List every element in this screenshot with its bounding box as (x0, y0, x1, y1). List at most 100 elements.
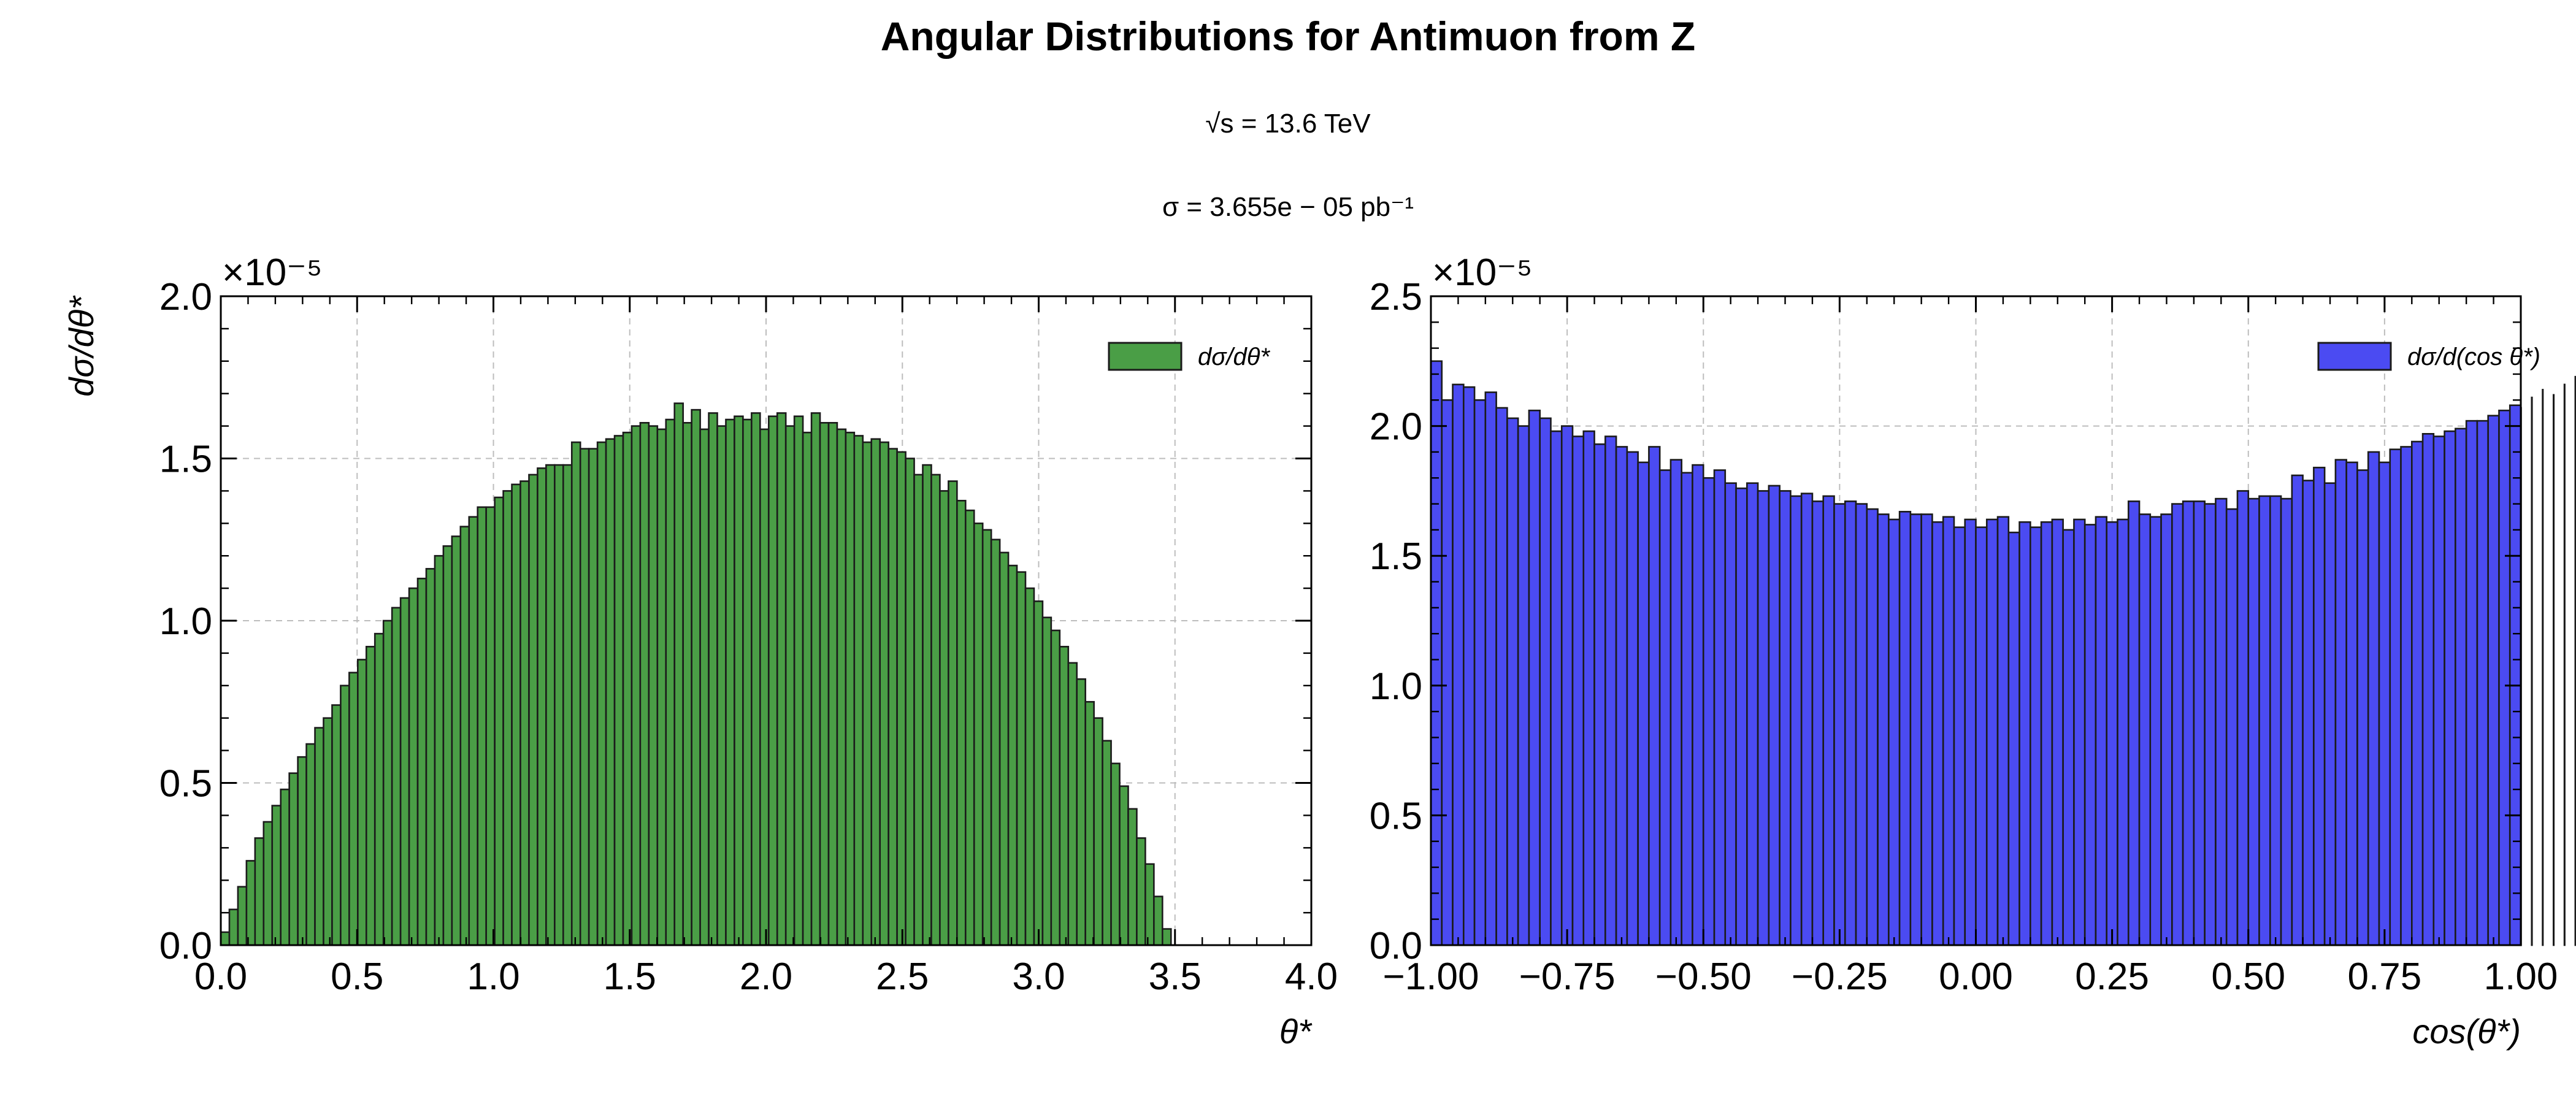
y-tick-label: 0.0 (1370, 925, 1422, 967)
histogram-bar (1768, 485, 1781, 946)
histogram-bar (922, 464, 932, 946)
histogram-bar (2171, 503, 2184, 946)
histogram-bar (1007, 564, 1018, 946)
x-tick-label: 0.00 (1939, 956, 2013, 998)
histogram-bar (1888, 518, 1901, 946)
histogram-bar (708, 412, 718, 946)
histogram-bar (964, 509, 975, 946)
histogram-bar (990, 539, 1001, 946)
y-tick-label: 0.5 (159, 763, 212, 805)
histogram-bar (2149, 516, 2162, 946)
histogram-bar (348, 672, 359, 946)
histogram-bar (930, 473, 941, 946)
histogram-bar (442, 545, 453, 946)
histogram-bar (2280, 497, 2293, 946)
histogram-bar (1898, 510, 1912, 946)
histogram-bar (845, 431, 856, 946)
histogram-bar (2247, 497, 2260, 946)
histogram-bar (1441, 399, 1454, 946)
histogram-bar (408, 587, 419, 946)
histogram-bar (2106, 521, 2118, 946)
x-tick-label: 1.00 (2484, 956, 2558, 998)
histogram-bar (2378, 461, 2391, 946)
histogram-bar (1724, 482, 1737, 946)
histogram-bar (340, 684, 350, 946)
histogram-bar (2138, 513, 2152, 946)
histogram-bar (784, 425, 795, 946)
histogram-bar (767, 415, 778, 946)
histogram-bar (511, 483, 521, 946)
histogram-bar (1506, 417, 1519, 946)
histogram-bar (1550, 430, 1563, 946)
histogram-bar (1033, 600, 1044, 946)
histogram-bar (1539, 417, 1552, 946)
histogram-bar (1050, 629, 1061, 946)
histogram-bar (1571, 435, 1585, 946)
right-histogram-panel: −1.00 −0.75 −0.50 −0.25 0.00 0.25 0.50 0.75 1.00… (1370, 251, 2576, 1051)
histogram-bar (1833, 503, 1846, 946)
x-tick-label: 0.50 (2211, 956, 2285, 998)
x-tick-label: 0.5 (331, 956, 383, 998)
histogram-bar (314, 727, 324, 946)
left-histogram-panel: 0.0 0.5 1.0 1.5 2.0 2.5 3.0 3.5 4.0 0.0 0.5 1.0 1.5 2… (62, 251, 1338, 1051)
histogram-bar (1669, 459, 1683, 946)
histogram-bar (2127, 500, 2141, 946)
histogram-bar (896, 451, 907, 946)
y-tick-label: 2.5 (1370, 276, 1422, 318)
histogram-bar (725, 418, 735, 946)
histogram-bar (956, 499, 967, 946)
histogram-bar (1746, 482, 1759, 946)
histogram-bar (382, 619, 393, 946)
histogram-bar (357, 659, 367, 946)
histogram-bar (2040, 521, 2053, 946)
histogram-bar (245, 860, 256, 946)
histogram-bar (297, 756, 307, 946)
histogram-bar (1041, 616, 1052, 946)
histogram-bar (656, 428, 667, 946)
histogram-bar (2334, 459, 2347, 946)
histogram-bar (1127, 808, 1138, 946)
histogram-bar (537, 467, 547, 946)
histogram-bar (459, 526, 470, 946)
histogram-bar (870, 438, 881, 946)
y-tick-label: 2.0 (159, 276, 212, 318)
histogram-bar (613, 435, 624, 946)
histogram-bar (862, 441, 873, 946)
histogram-bar (742, 418, 753, 946)
histogram-bar (2302, 480, 2315, 946)
histogram-bar (323, 717, 333, 946)
histogram-bar (2432, 435, 2445, 946)
x-tick-label: 0.0 (194, 956, 247, 998)
histogram-bar (1604, 435, 1617, 946)
histogram-bar (2117, 518, 2129, 946)
histogram-bar (2291, 474, 2304, 946)
histogram-bar (485, 506, 496, 946)
histogram-bar (1136, 837, 1146, 946)
histogram-bar (220, 931, 231, 946)
histogram-bar (1931, 521, 1944, 946)
histogram-bar (2051, 518, 2064, 946)
histogram-bar (2073, 518, 2086, 946)
histogram-bar (1692, 464, 1704, 946)
histogram-bar (280, 788, 290, 946)
histogram-bar (1757, 490, 1770, 946)
x-tick-label: 1.0 (467, 956, 519, 998)
histogram-bar (477, 506, 487, 946)
histogram-bar (1560, 425, 1574, 946)
histogram-bar (1735, 487, 1748, 946)
histogram-bar (1996, 516, 2010, 946)
histogram-bar (1681, 472, 1693, 946)
histogram-bar (1593, 443, 1606, 946)
histogram-bar (648, 425, 659, 946)
histogram-bar (399, 597, 410, 946)
x-tick-label: 0.25 (2075, 956, 2149, 998)
histogram-bar (673, 402, 684, 946)
histogram-bar (2193, 500, 2206, 946)
histogram-bar (596, 441, 607, 946)
histogram-bar (1985, 518, 1999, 946)
histogram-bar (1637, 461, 1650, 946)
histogram-bar (999, 551, 1010, 946)
y-tick-label: 1.5 (1370, 535, 1422, 578)
y-axis-multiplier: ×10⁻⁵ (222, 251, 323, 294)
histogram-bar (2389, 448, 2402, 946)
